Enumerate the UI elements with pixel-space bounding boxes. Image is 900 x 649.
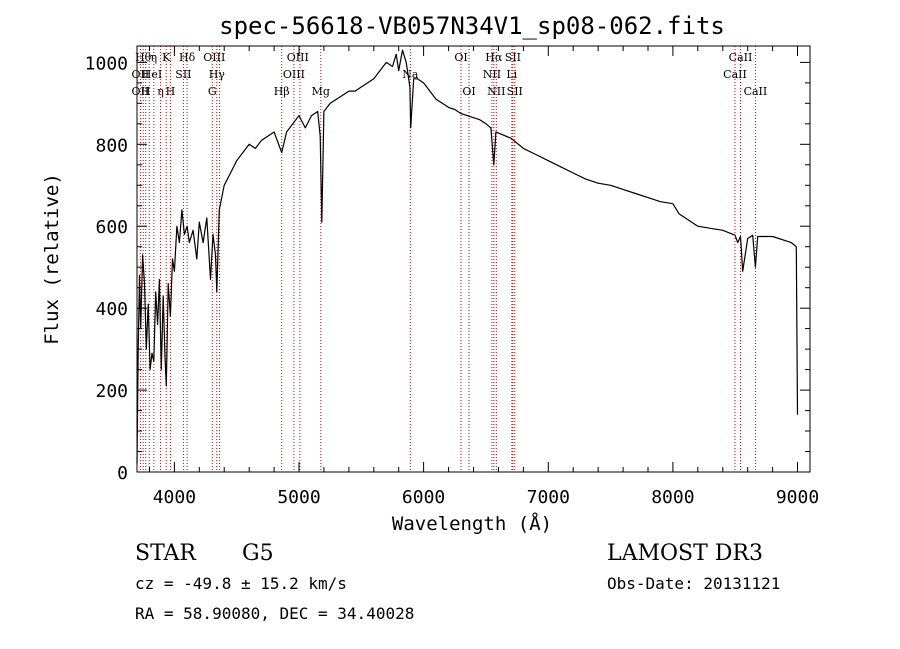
line-label: NII [487,85,505,98]
line-label: η [151,51,158,64]
x-axis: 4000 5000 6000 7000 8000 9000 [149,46,819,508]
line-label: Hθ [135,51,152,64]
x-tick-label: 7000 [527,487,570,508]
spectrum-line [136,49,799,464]
chart-title: spec-56618-VB057N34V1_sp08-062.fits [219,12,725,40]
coordinates-text: RA = 58.90080, DEC = 34.40028 [135,604,414,623]
x-tick-label: 4000 [153,487,196,508]
y-tick-label: 1000 [85,53,128,74]
line-label: SII [507,85,523,98]
x-tick-label: 5000 [277,487,320,508]
line-label: Hα [485,51,503,64]
y-axis: 0 200 400 600 800 1000 [85,53,810,484]
line-label: SII [175,68,191,81]
y-axis-label: Flux (relative) [41,173,63,345]
redshift-text: cz = -49.8 ± 15.2 km/s [135,574,347,593]
x-tick-label: 6000 [402,487,445,508]
obs-date-text: Obs-Date: 20131121 [607,574,780,593]
line-label: HeI [142,68,162,81]
y-tick-label: 200 [95,381,128,402]
line-marker-group [139,46,756,472]
line-label: CaII [723,68,747,81]
line-label: Mg [312,85,330,98]
line-label: Hβ [274,85,290,98]
line-label: SII [505,51,521,64]
survey-label: LAMOST DR3 [607,541,763,566]
plot-frame [136,45,811,473]
line-label: Hγ [209,68,226,81]
x-axis-label: Wavelength (Å) [392,512,552,535]
line-label: CaII [744,85,768,98]
line-label: OIII [203,51,225,64]
line-label: Na [402,68,419,81]
x-tick-label: 9000 [776,487,819,508]
line-label: Hδ [179,51,196,64]
y-tick-label: 0 [117,463,128,484]
y-tick-label: 400 [95,299,128,320]
line-label: OII [132,85,150,98]
line-label: H [166,85,176,98]
class-label: STAR [135,541,197,566]
line-label: CaII [729,51,753,64]
y-tick-label: 800 [95,135,128,156]
subclass-label: G5 [242,541,274,566]
line-label: OII [132,68,150,81]
line-label: OI [462,85,475,98]
line-label: OIII [283,68,305,81]
line-label: η [157,85,164,98]
line-label: OIII [287,51,309,64]
y-tick-label: 600 [95,217,128,238]
line-label: Li [506,68,517,81]
line-label: NII [483,68,501,81]
line-label: OI [454,51,467,64]
line-label: K [162,51,171,64]
line-label: H [141,85,151,98]
line-label: G [208,85,217,98]
x-tick-label: 8000 [651,487,694,508]
